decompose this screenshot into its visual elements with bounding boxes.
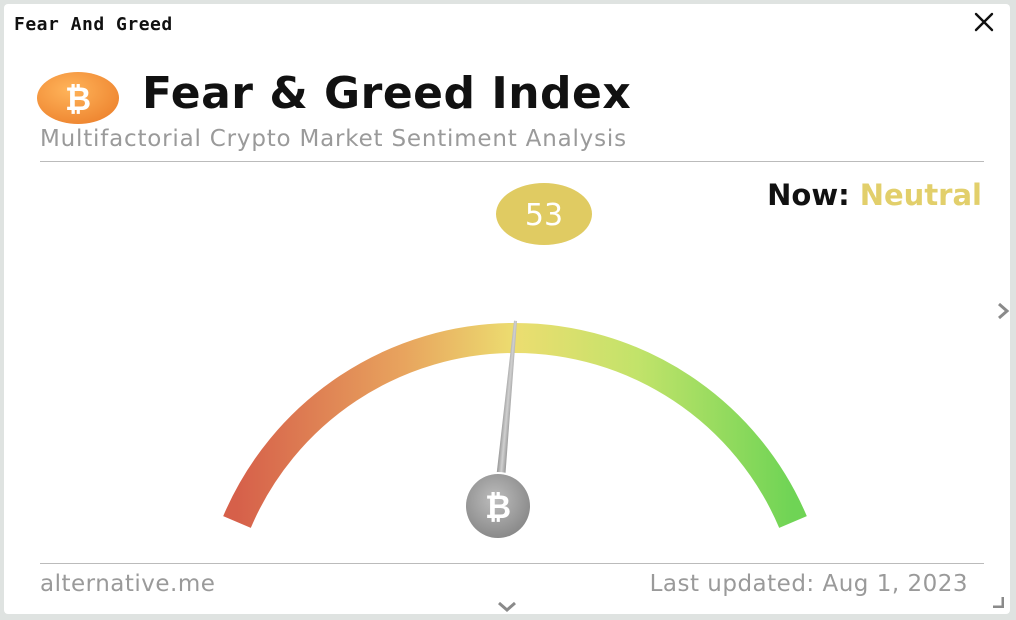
- score-value: 53: [525, 198, 563, 233]
- divider-top: [40, 161, 984, 162]
- chevron-right-icon[interactable]: [996, 300, 1010, 322]
- resize-handle-icon[interactable]: [992, 596, 1004, 608]
- sentiment-status: Now: Neutral: [767, 178, 982, 212]
- sentiment-gauge: ₿ 53: [223, 183, 807, 540]
- fear-greed-window: Fear And Greed ₿ Fear & Greed Index Mult…: [4, 4, 1010, 614]
- now-value: Neutral: [859, 178, 982, 212]
- svg-text:₿: ₿: [65, 80, 91, 118]
- now-label: Now:: [767, 178, 850, 212]
- bitcoin-icon: ₿: [37, 72, 119, 124]
- window-title: Fear And Greed: [14, 14, 173, 35]
- gauge-hub: ₿: [464, 472, 532, 540]
- page-title: Fear & Greed Index: [142, 68, 632, 119]
- chevron-down-icon[interactable]: [496, 600, 518, 614]
- last-updated: Last updated: Aug 1, 2023: [649, 571, 968, 597]
- score-bubble: 53: [496, 183, 592, 245]
- divider-bottom: [40, 563, 984, 564]
- close-icon: [974, 12, 994, 32]
- close-button[interactable]: [972, 10, 996, 34]
- source-link[interactable]: alternative.me: [40, 571, 216, 597]
- gauge-needle: [493, 320, 517, 507]
- subtitle: Multifactorial Crypto Market Sentiment A…: [40, 126, 627, 152]
- fear-greed-widget: ₿ Fear & Greed Index Multifactorial Cryp…: [36, 64, 984, 604]
- svg-text:₿: ₿: [485, 488, 511, 526]
